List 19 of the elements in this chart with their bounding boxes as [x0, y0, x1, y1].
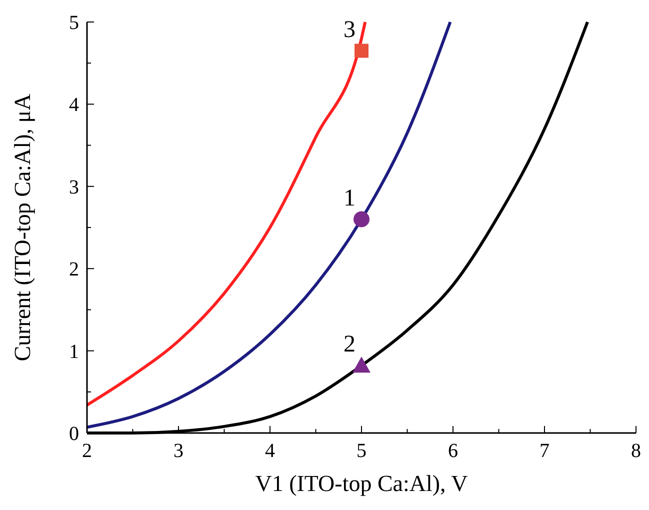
x-tick-label: 5 [356, 440, 366, 462]
y-tick-label: 0 [69, 423, 79, 445]
y-tick-label: 4 [69, 94, 79, 116]
y-tick-label: 5 [69, 12, 79, 34]
x-tick-label: 7 [540, 440, 550, 462]
series-label: 1 [344, 185, 356, 212]
x-tick-label: 6 [448, 440, 458, 462]
y-tick-label: 2 [69, 258, 79, 281]
series-label: 2 [344, 332, 356, 358]
x-tick-label: 8 [631, 440, 641, 462]
series-label: 3 [344, 16, 356, 43]
y-tick-label: 1 [69, 340, 79, 363]
y-axis-title: Current (ITO-top Ca:Al), μA [10, 93, 35, 362]
line-series [86, 20, 452, 429]
x-axis-title: V1 (ITO-top Ca:Al), V [255, 471, 468, 496]
line-series [86, 20, 367, 407]
x-tick-label: 4 [265, 440, 275, 462]
y-tick-label: 3 [69, 176, 79, 198]
x-tick-label: 3 [174, 440, 184, 462]
